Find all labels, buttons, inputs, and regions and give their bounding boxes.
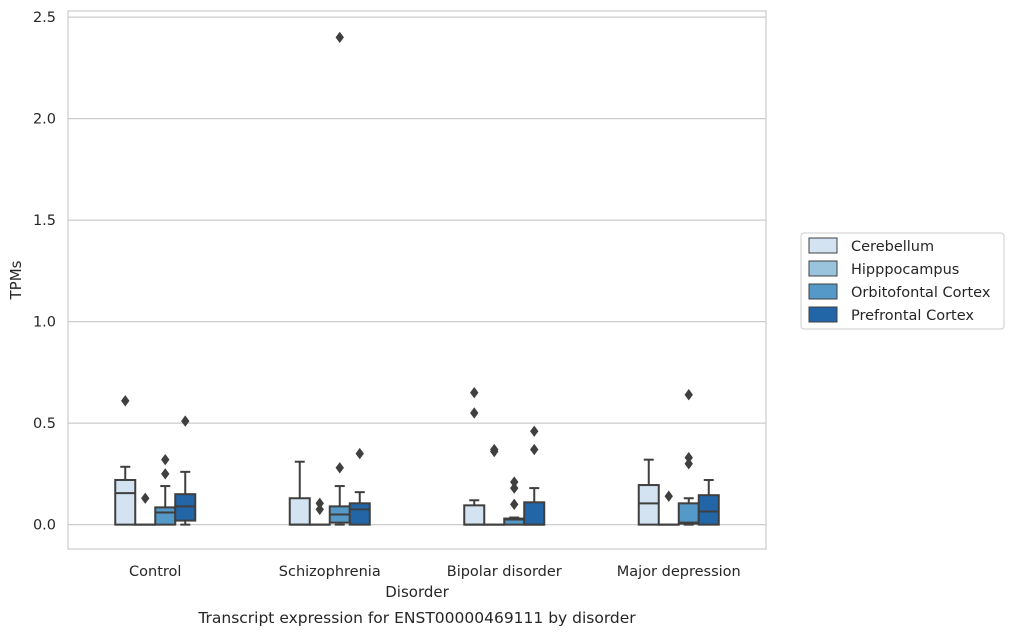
legend-swatch xyxy=(809,307,837,322)
y-tick-label: 2.0 xyxy=(33,112,56,128)
legend-swatch xyxy=(809,261,837,276)
grid-layer xyxy=(68,17,766,525)
x-tick-labels: Control Schizophrenia Bipolar disorder Majo… xyxy=(129,564,741,580)
box-cerebellum xyxy=(639,460,659,525)
y-axis-label: TPMs xyxy=(7,260,25,300)
legend-swatch xyxy=(809,238,837,253)
box-cerebellum xyxy=(115,395,135,525)
outlier-point xyxy=(121,395,129,406)
legend-label: Orbitofontal Cortex xyxy=(851,285,991,301)
box-hipppocampus xyxy=(310,498,330,525)
x-tick-label: Major depression xyxy=(617,564,741,580)
y-tick-label: 1.0 xyxy=(33,315,56,331)
outlier-point xyxy=(316,504,324,515)
outlier-point xyxy=(530,426,538,437)
box-body xyxy=(290,498,310,524)
box-prefrontal-cortex xyxy=(524,426,544,525)
box-hipppocampus xyxy=(659,491,679,525)
outlier-point xyxy=(510,499,518,510)
outlier-point xyxy=(336,32,344,43)
outlier-point xyxy=(161,468,169,479)
outlier-point xyxy=(685,389,693,400)
y-tick-labels: 0.0 0.5 1.0 1.5 2.0 2.5 xyxy=(33,10,56,534)
outlier-point xyxy=(356,448,364,459)
box-body xyxy=(464,505,484,524)
outlier-point xyxy=(161,454,169,465)
y-tick-label: 2.5 xyxy=(33,10,56,26)
legend-label: Cerebellum xyxy=(851,239,934,255)
box-hipppocampus xyxy=(135,493,155,525)
outlier-point xyxy=(510,482,518,493)
outlier-point xyxy=(665,491,673,502)
box-hipppocampus xyxy=(484,444,504,525)
y-tick-label: 0.5 xyxy=(33,416,56,432)
y-tick-label: 0.0 xyxy=(33,518,56,534)
box-cerebellum xyxy=(464,387,484,525)
box-body xyxy=(639,485,659,525)
box-orbitofontal-cortex xyxy=(679,389,699,525)
box-body xyxy=(155,507,175,524)
box-prefrontal-cortex xyxy=(175,415,195,524)
x-axis-label: Disorder xyxy=(385,583,449,601)
x-tick-label: Bipolar disorder xyxy=(447,564,562,580)
x-tick-label: Control xyxy=(129,564,181,580)
box-prefrontal-cortex xyxy=(350,448,370,525)
outlier-point xyxy=(685,458,693,469)
legend: Cerebellum Hipppocampus Orbitofontal Corte… xyxy=(801,233,1004,329)
y-tick-label: 1.5 xyxy=(33,213,56,229)
outlier-point xyxy=(490,446,498,457)
outlier-point xyxy=(470,407,478,418)
x-tick-label: Schizophrenia xyxy=(279,564,381,580)
outlier-point xyxy=(141,493,149,504)
legend-label: Prefrontal Cortex xyxy=(851,308,974,324)
box-orbitofontal-cortex xyxy=(155,454,175,525)
box-body xyxy=(699,495,719,524)
outlier-point xyxy=(181,415,189,426)
chart-caption: Transcript expression for ENST0000046911… xyxy=(197,609,636,627)
legend-label: Hipppocampus xyxy=(851,262,959,278)
outlier-point xyxy=(336,462,344,473)
box-body xyxy=(679,503,699,523)
legend-swatch xyxy=(809,284,837,299)
outlier-point xyxy=(530,444,538,455)
outlier-point xyxy=(470,387,478,398)
box-body xyxy=(115,480,135,525)
box-body xyxy=(350,503,370,524)
box-cerebellum xyxy=(290,462,310,525)
box-prefrontal-cortex xyxy=(699,480,719,525)
box-orbitofontal-cortex xyxy=(504,476,524,524)
box-body xyxy=(524,502,544,524)
plot-frame xyxy=(68,11,766,549)
box-body xyxy=(175,494,195,520)
box-orbitofontal-cortex xyxy=(330,32,350,525)
box-layer xyxy=(115,32,719,525)
